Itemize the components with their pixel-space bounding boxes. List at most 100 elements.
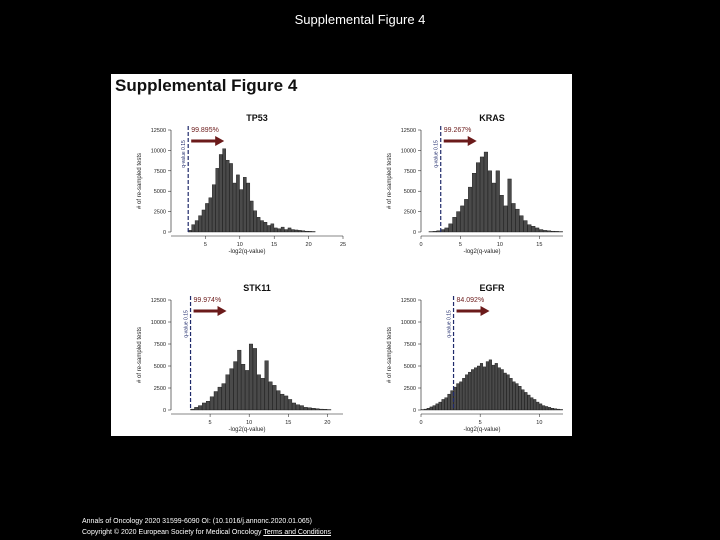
histogram-bar — [495, 170, 500, 233]
histogram-bar — [319, 408, 324, 411]
histogram-bar — [236, 174, 240, 233]
histogram-bar — [273, 227, 278, 233]
y-axis-label: # of re-sampled tests — [387, 327, 393, 383]
histogram-bar — [252, 348, 257, 411]
histogram-bar — [491, 364, 495, 411]
histogram-bar — [474, 367, 478, 411]
x-tick-label: 20 — [324, 420, 330, 426]
x-tick-label: 10 — [536, 420, 542, 426]
histogram-bar — [232, 182, 237, 233]
histogram-bar — [553, 408, 557, 411]
x-axis-label: -log2(q-value) — [463, 427, 500, 433]
y-tick-label: 10000 — [401, 148, 416, 154]
plot-title: EGFR — [479, 283, 505, 293]
histogram-bar — [295, 404, 300, 411]
histogram-bar — [459, 381, 463, 411]
histogram-kras: KRAS 0 2500 5000 7500 10000 12500 0 5 10 15 -log2(q… — [387, 113, 563, 255]
terms-link[interactable]: Terms and Conditions — [263, 529, 332, 536]
copyright-text: Copyright © 2020 European Society for Me… — [82, 529, 262, 536]
percentage-annotation: 99.267% — [444, 127, 472, 134]
histogram-bar — [548, 407, 552, 411]
histogram-bar — [479, 156, 485, 233]
y-axis-label: # of re-sampled tests — [137, 153, 143, 209]
histogram-bar — [468, 186, 473, 233]
histogram-bar — [511, 203, 516, 233]
histogram-bar — [301, 230, 306, 233]
histogram-tp53: TP53 0 2500 5000 7500 10000 12500 5 10 15 20 25 -log… — [137, 113, 346, 255]
histogram-bar — [465, 374, 469, 411]
histogram-bar — [205, 203, 209, 233]
x-tick-label: 10 — [237, 242, 243, 248]
x-tick-label: 0 — [419, 420, 422, 426]
histogram-bar — [307, 407, 312, 411]
footer: Annals of Oncology 2020 31599-6090 OI: (… — [82, 516, 331, 538]
histogram-bar — [550, 230, 556, 233]
histogram-bar — [530, 397, 534, 411]
x-tick-label: 15 — [271, 242, 277, 248]
histogram-bar — [509, 378, 513, 411]
x-tick-label: 20 — [306, 242, 312, 248]
threshold-label: q-value 0.15 — [434, 140, 440, 168]
histogram-bar — [497, 367, 501, 411]
histogram-bar — [536, 401, 540, 411]
histogram-bar — [294, 229, 299, 233]
histogram-bar — [521, 389, 525, 411]
slide-title: Supplemental Figure 4 — [294, 12, 426, 27]
histogram-bar — [482, 366, 486, 411]
histogram-bar — [205, 401, 210, 411]
figure-panel: Supplemental Figure 4 TP53 0 2500 5000 7500 1… — [111, 74, 572, 436]
plot-title: KRAS — [479, 113, 505, 123]
histogram-bar — [311, 408, 316, 411]
histogram-bar — [213, 391, 218, 411]
histogram-bar — [280, 226, 285, 233]
threshold-label: q-value 0.15 — [184, 310, 190, 338]
histogram-bar — [194, 407, 199, 411]
percentage-annotation: 99.895% — [191, 127, 219, 134]
histogram-bar — [432, 231, 437, 233]
plot-title: TP53 — [246, 113, 268, 123]
histogram-bar — [550, 408, 555, 411]
histogram-bar — [253, 210, 257, 233]
histogram-bar — [531, 226, 536, 233]
histogram-bar — [272, 385, 277, 411]
histogram-bar — [512, 381, 516, 411]
histogram-bar — [277, 228, 281, 233]
histogram-bar — [429, 406, 433, 411]
histogram-bar — [518, 386, 522, 411]
histogram-bar — [190, 408, 195, 411]
histogram-bar — [444, 227, 449, 233]
histogram-bar — [554, 231, 559, 233]
y-tick-label: 2500 — [404, 210, 416, 216]
y-tick-label: 10000 — [151, 320, 166, 326]
histogram-bar — [198, 215, 202, 233]
histogram-bar — [519, 215, 524, 233]
x-axis-label: -log2(q-value) — [228, 249, 265, 255]
histogram-bar — [487, 170, 492, 233]
histogram-bar — [256, 374, 261, 411]
histogram-bar — [503, 372, 507, 411]
histogram-bar — [483, 151, 488, 233]
histogram-bar — [201, 209, 206, 233]
x-axis-label: -log2(q-value) — [463, 249, 500, 255]
histogram-bar — [284, 395, 289, 411]
histogram-bar — [260, 220, 264, 233]
histogram-bar — [494, 363, 498, 411]
histogram-bar — [423, 408, 427, 411]
histogram-bar — [500, 369, 504, 411]
histogram-bar — [248, 343, 253, 411]
histogram-bar — [527, 224, 532, 233]
histogram-bar — [499, 195, 504, 233]
histogram-bar — [506, 374, 510, 411]
histogram-bar — [527, 394, 531, 411]
histogram-bar — [284, 229, 288, 233]
histogram-bar — [477, 365, 481, 411]
histogram-bar — [209, 396, 214, 411]
histogram-bar — [460, 205, 465, 233]
histogram-bar — [225, 374, 230, 411]
histogram-bar — [198, 405, 203, 411]
plot-title: STK11 — [243, 283, 271, 293]
histogram-egfr: EGFR 0 2500 5000 7500 10000 12500 0 5 10 -log2(q-v… — [387, 283, 563, 433]
y-tick-label: 5000 — [154, 189, 166, 195]
y-tick-label: 2500 — [404, 386, 416, 392]
histogram-bar — [468, 371, 472, 411]
